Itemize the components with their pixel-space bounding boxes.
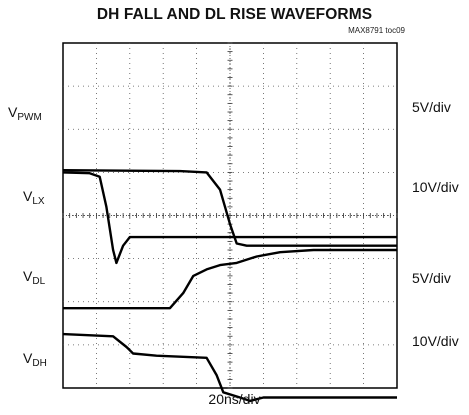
traces [62,169,397,403]
trace-vpwm [62,171,397,265]
scale-label-vlx: 10V/div [412,179,459,195]
chart-subtitle: MAX8791 toc09 [348,26,405,35]
scale-label-vdh: 10V/div [412,333,459,349]
series-label-vlx: VLX [23,188,45,207]
scale-label-vpwm: 5V/div [412,99,451,115]
series-label-vdl: VDL [23,268,46,287]
trace-vdl [63,248,397,310]
series-label-vdh: VDH [23,350,47,369]
chart-title: DH FALL AND DL RISE WAVEFORMS [96,6,373,23]
series-label-vpwm: VPWM [8,104,42,123]
scale-label-vdl: 5V/div [412,270,451,286]
trace-vlx [62,169,397,247]
x-axis-label: 20ns/div [208,391,261,407]
trace-vdh [62,332,397,403]
